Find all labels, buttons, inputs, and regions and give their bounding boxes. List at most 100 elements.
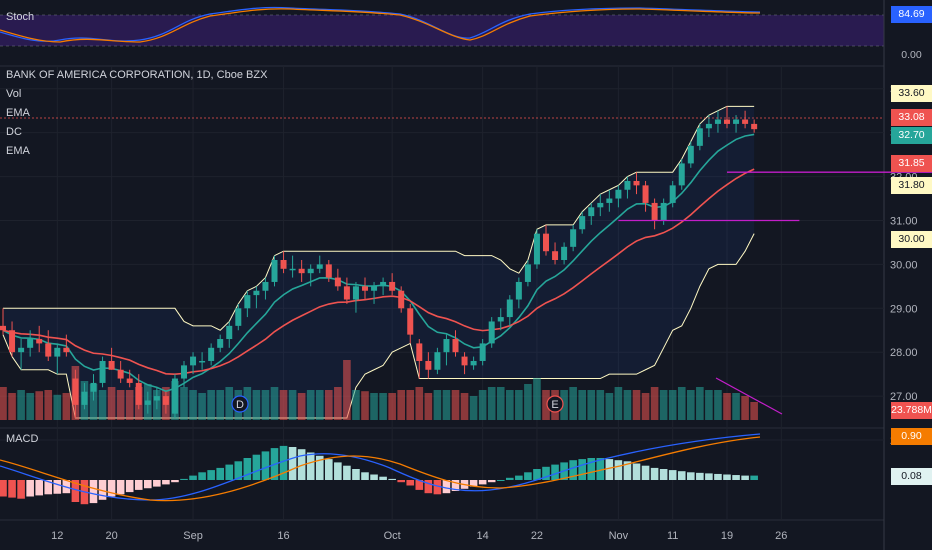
macd-hist-bar: [732, 475, 740, 480]
macd-hist-bar: [162, 480, 170, 485]
volume-bar: [741, 396, 749, 420]
candle-body: [144, 400, 151, 405]
stoch-legend[interactable]: Stoch: [6, 8, 34, 27]
volume-bar: [397, 390, 405, 420]
main-legend[interactable]: BANK OF AMERICA CORPORATION, 1D, Cboe BZ…: [6, 66, 267, 161]
candle-body: [651, 202, 658, 221]
volume-bar: [587, 390, 596, 420]
volume-bar: [677, 387, 686, 420]
macd-hist-bar: [750, 475, 758, 480]
candle-body: [117, 369, 124, 379]
ema-line: [2, 168, 755, 376]
macd-hist-bar: [306, 452, 315, 480]
candle-body: [506, 299, 513, 318]
candle-body: [190, 356, 197, 366]
time-tick-label: 16: [277, 530, 289, 542]
volume-bar: [542, 390, 550, 420]
legend-ema[interactable]: EMA: [6, 107, 30, 119]
macd-hist-bar: [0, 480, 7, 497]
badge-ema-fast: 32.70: [891, 127, 932, 144]
macd-hist-bar: [343, 465, 351, 480]
macd-legend[interactable]: MACD: [6, 430, 38, 449]
time-axis[interactable]: 12 20 Sep 16 Oct 14 22 Nov 11 19 26: [51, 530, 787, 542]
macd-hist-bar: [605, 459, 614, 480]
dividend-marker-label: D: [236, 399, 244, 411]
volume-bar: [705, 390, 713, 420]
price-grid: [0, 66, 884, 520]
earnings-marker-label: E: [551, 399, 558, 411]
volume-bar: [35, 391, 43, 420]
candle-body: [362, 286, 368, 291]
candle-body: [36, 339, 43, 344]
volume-bar: [261, 390, 270, 420]
stoch-value-badge: 84.69: [891, 6, 932, 23]
candle-body: [217, 339, 224, 348]
volume-bar: [659, 390, 668, 420]
volume-bar: [270, 387, 279, 420]
candle-body: [253, 290, 260, 296]
macd-hist-bar: [252, 454, 261, 480]
candle-body: [425, 360, 432, 370]
macd-hist-bar: [723, 474, 731, 480]
volume-bar: [116, 390, 125, 420]
trend-line-volume: [715, 377, 783, 415]
volume-bar: [605, 393, 614, 420]
time-tick-label: 20: [105, 530, 117, 542]
candle-body: [199, 360, 206, 363]
candle-body: [0, 325, 6, 331]
volume-bar: [0, 387, 7, 420]
candle-body: [461, 356, 468, 366]
candle-body: [63, 347, 70, 353]
macd-hist-bar: [370, 474, 378, 480]
macd-hist-bar: [578, 459, 586, 480]
stoch-axis-label: 0.00: [901, 49, 922, 61]
candle-body: [687, 145, 694, 164]
macd-hist-bar: [442, 480, 451, 494]
volume-bar: [198, 393, 206, 420]
price-axis[interactable]: 34.0033.0032.0031.0030.0029.0028.0027.00…: [890, 84, 918, 447]
time-tick-label: 11: [667, 530, 678, 542]
volume-bar: [306, 390, 315, 420]
volume-bar: [614, 387, 623, 420]
volume-bar: [216, 390, 224, 420]
macd-hist-bar: [614, 460, 623, 480]
macd-hist-bar: [334, 462, 342, 480]
candle-body: [533, 233, 540, 265]
macd-hist-bar: [714, 473, 722, 480]
donchian-upper: [3, 105, 755, 331]
candle-body: [633, 180, 640, 186]
dividend-marker[interactable]: [231, 395, 249, 413]
macd-hist-bar: [171, 480, 179, 483]
volume-bar: [632, 390, 641, 420]
candle-body: [27, 339, 34, 348]
macd-hist-bar: [415, 480, 424, 490]
macd-hist-bar: [569, 460, 577, 480]
candle-body: [606, 198, 613, 203]
candle-body: [751, 123, 758, 130]
candle-body: [334, 277, 341, 287]
candle-body: [181, 365, 187, 379]
candle-body: [714, 119, 721, 124]
legend-ema-2[interactable]: EMA: [6, 145, 30, 157]
candle-body: [371, 286, 378, 291]
time-tick-label: Sep: [183, 530, 203, 542]
volume-bar: [623, 390, 632, 420]
macd-signal-line: [0, 436, 761, 502]
volume-bar: [297, 393, 306, 420]
price-tick-label: 31.00: [890, 215, 918, 227]
candle-body: [407, 308, 414, 335]
stoch-d-line: [0, 8, 761, 43]
legend-vol[interactable]: Vol: [6, 88, 22, 100]
legend-dc[interactable]: DC: [6, 126, 22, 138]
candle-body: [45, 343, 52, 357]
macd-hist-bar: [134, 480, 143, 490]
volume-bar: [352, 390, 360, 420]
macd-hist-bar: [379, 476, 387, 480]
macd-hist-bar: [524, 472, 532, 480]
candle-body: [81, 391, 88, 405]
badge-last-price: 33.08: [891, 109, 932, 126]
time-tick-label: Nov: [609, 530, 629, 542]
macd-hist-bar: [8, 480, 16, 498]
earnings-marker[interactable]: [546, 395, 564, 413]
